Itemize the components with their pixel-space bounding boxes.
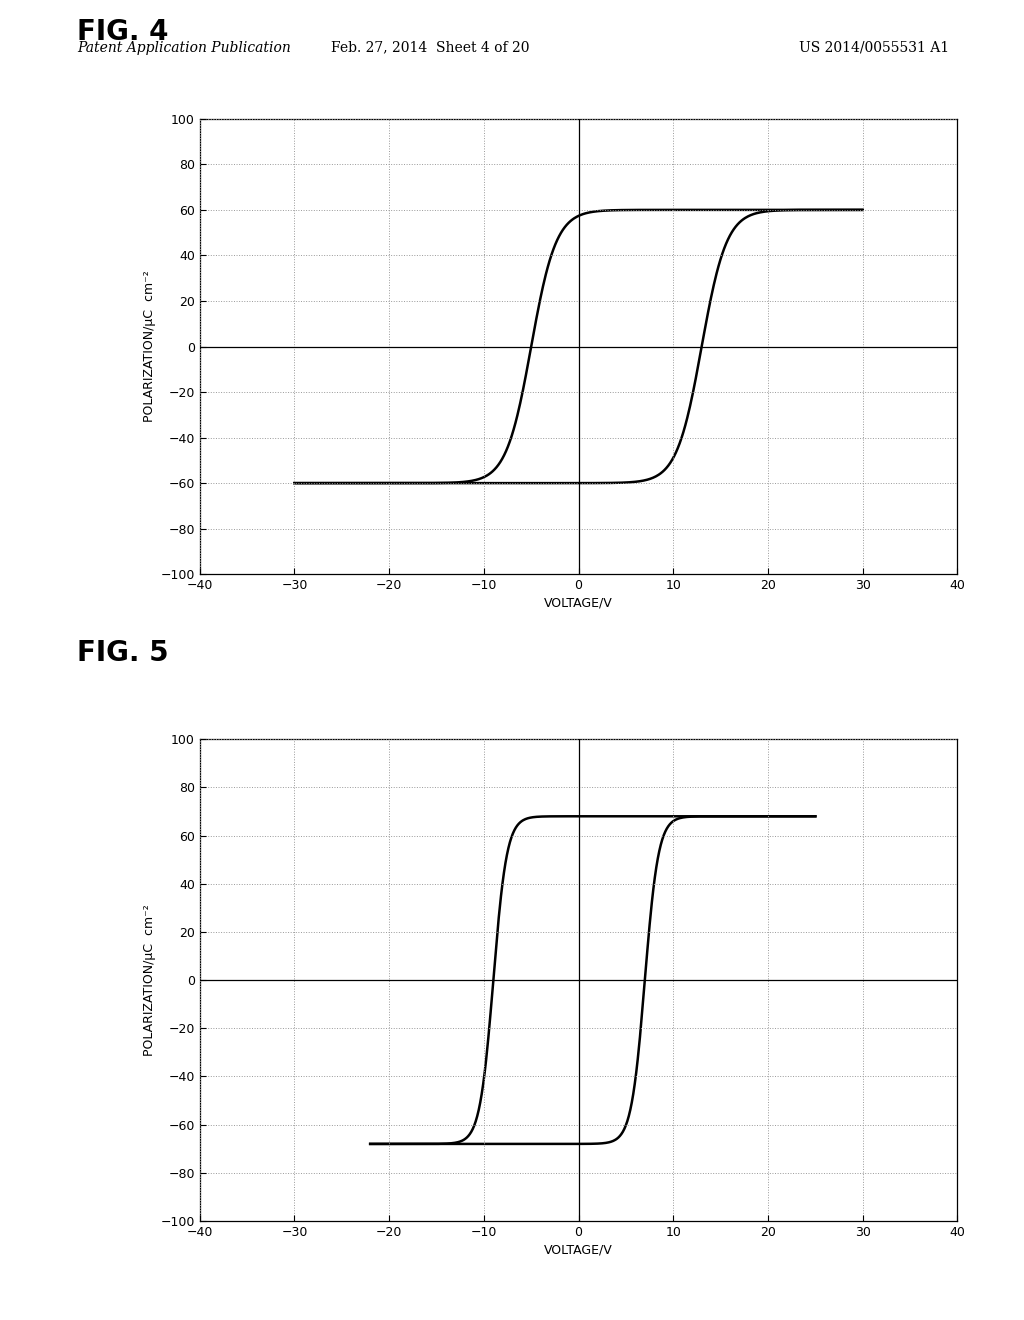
X-axis label: VOLTAGE/V: VOLTAGE/V: [544, 1243, 613, 1257]
Text: FIG. 4: FIG. 4: [77, 18, 168, 46]
X-axis label: VOLTAGE/V: VOLTAGE/V: [544, 597, 613, 610]
Text: US 2014/0055531 A1: US 2014/0055531 A1: [799, 41, 949, 54]
Text: Patent Application Publication: Patent Application Publication: [77, 41, 291, 54]
Text: Feb. 27, 2014  Sheet 4 of 20: Feb. 27, 2014 Sheet 4 of 20: [331, 41, 529, 54]
Y-axis label: POLARIZATION/μC  cm⁻²: POLARIZATION/μC cm⁻²: [143, 271, 157, 422]
Y-axis label: POLARIZATION/μC  cm⁻²: POLARIZATION/μC cm⁻²: [143, 904, 157, 1056]
Text: FIG. 5: FIG. 5: [77, 639, 168, 667]
